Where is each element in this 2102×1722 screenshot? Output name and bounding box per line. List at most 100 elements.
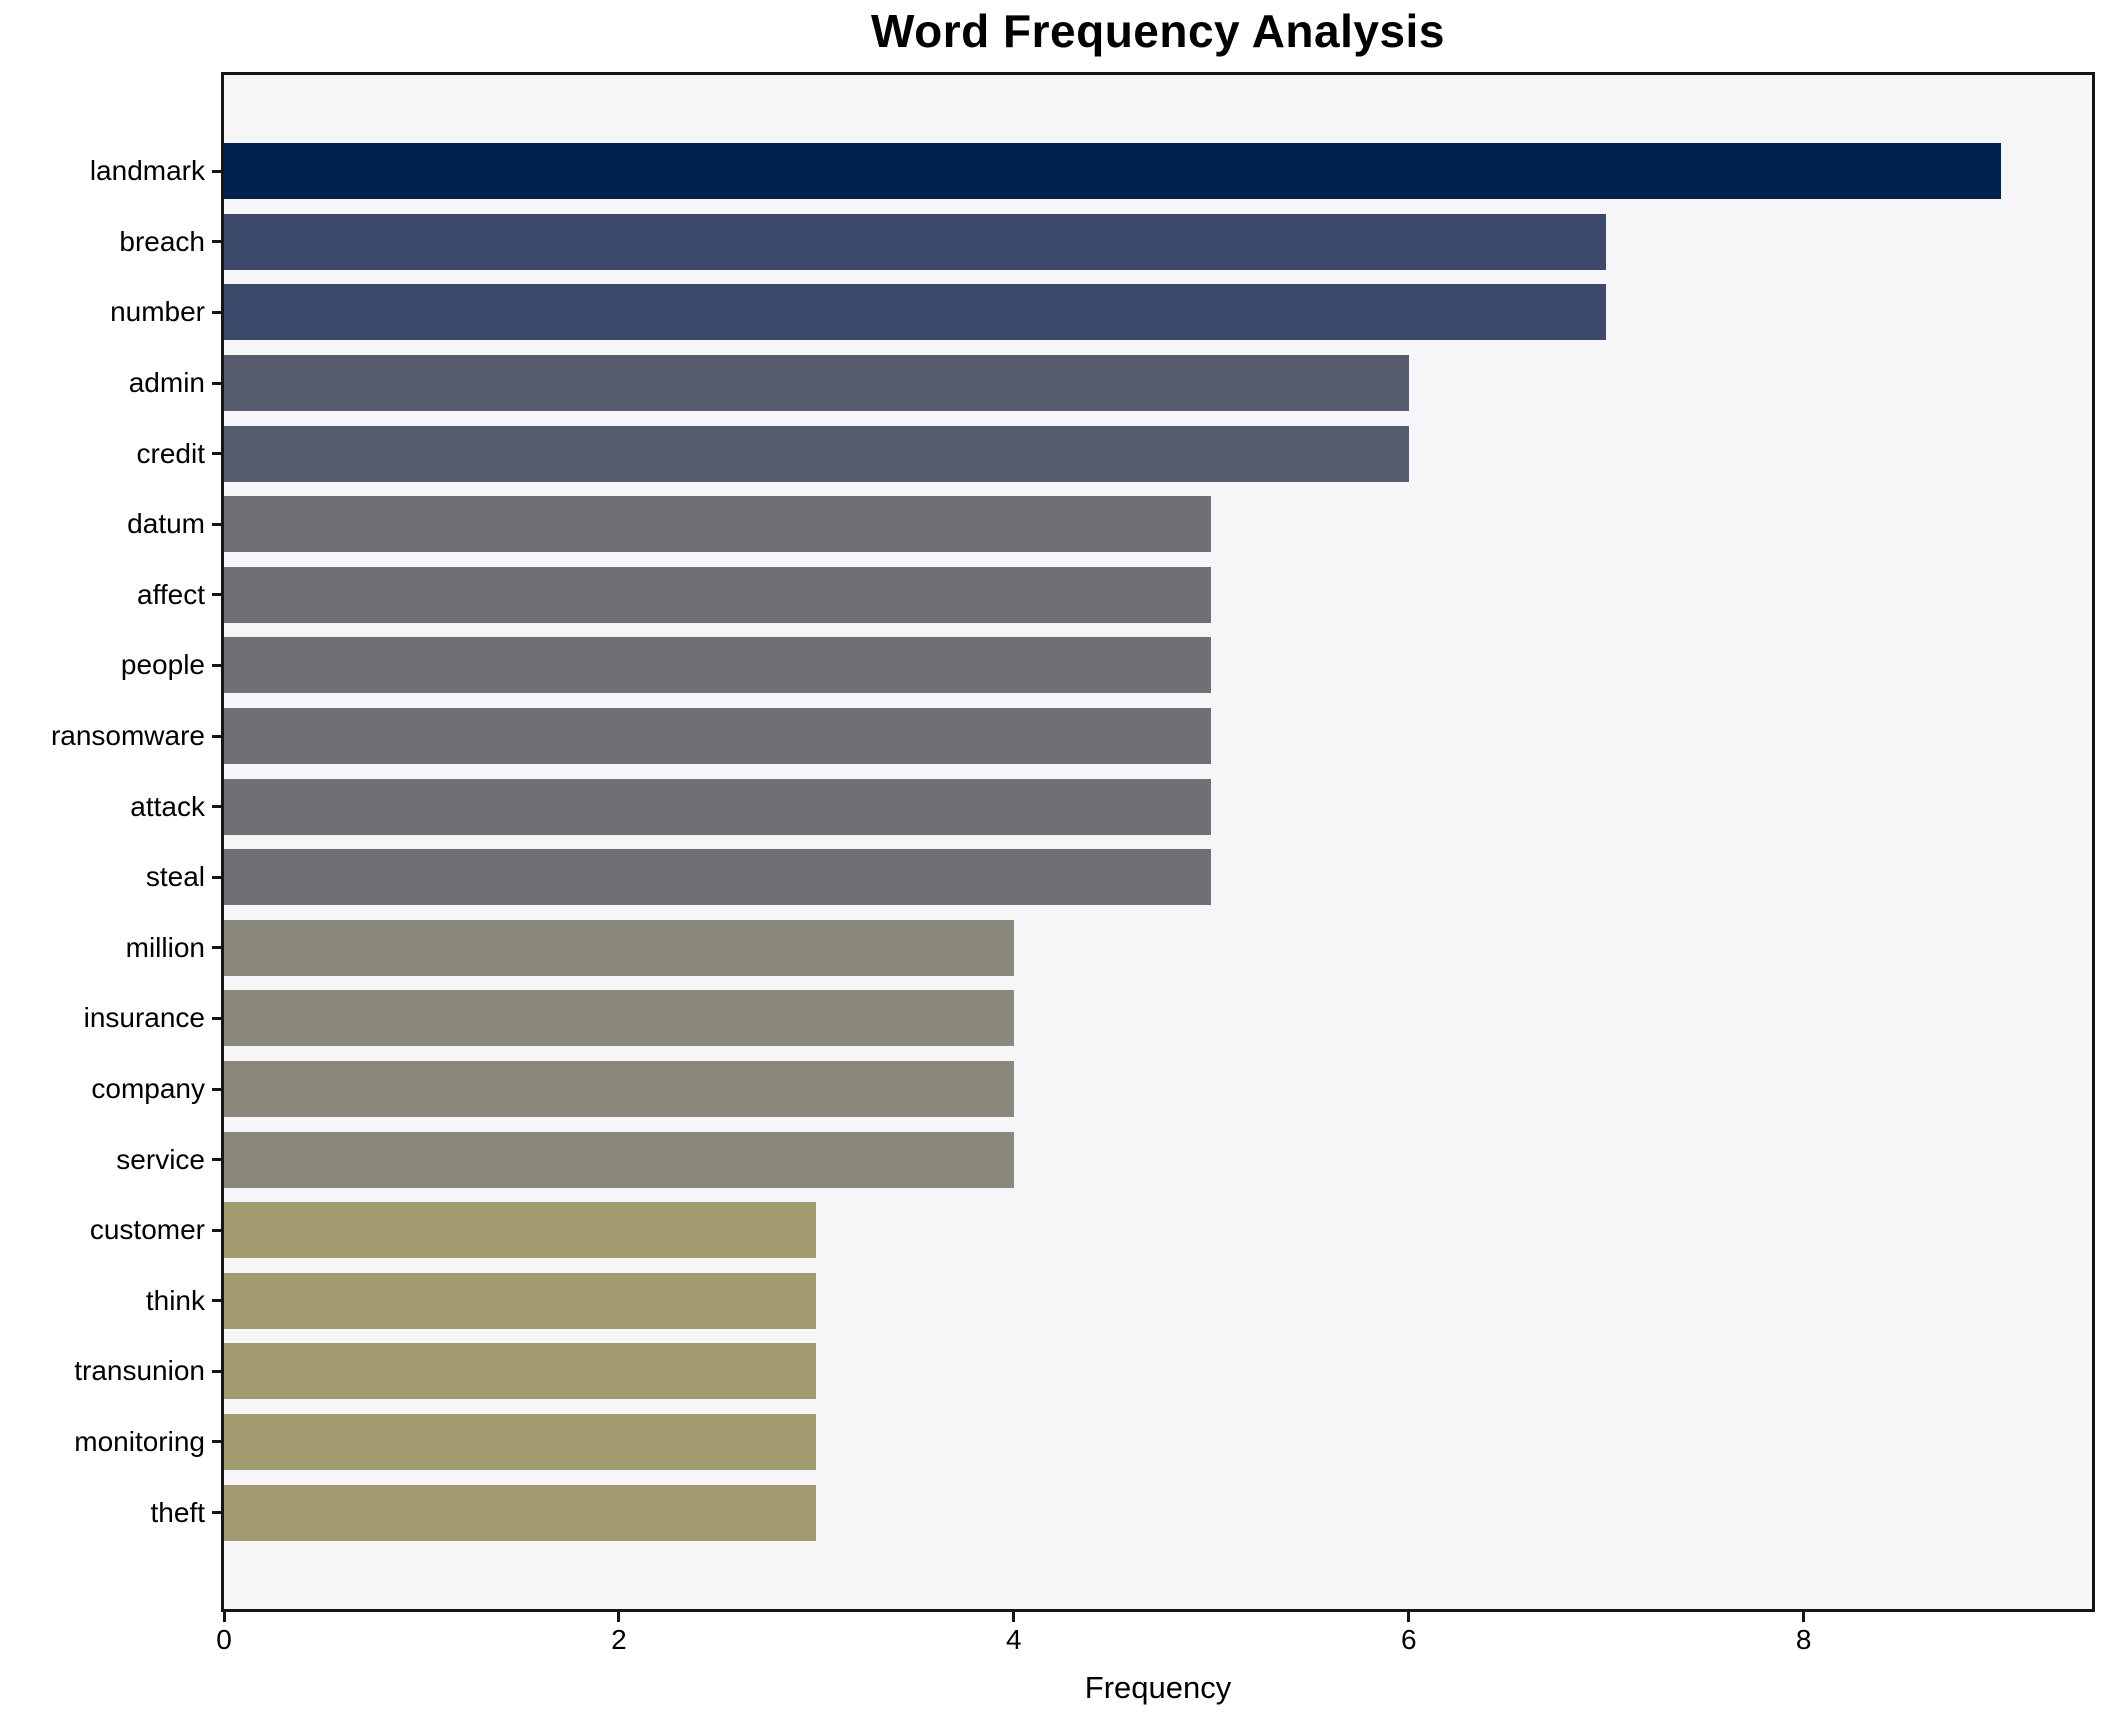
bar-row [224,630,2092,701]
y-tick-label: service [116,1143,205,1175]
bar-transunion [224,1343,817,1400]
y-tick-label: number [110,296,205,328]
y-tick-label: million [125,931,205,963]
bar-insurance [224,990,1014,1047]
y-tick-row: admin [0,348,221,419]
bar-think [224,1272,817,1329]
bar-affect [224,566,1212,623]
y-tick-mark [212,734,221,738]
y-tick-row: theft [0,1477,221,1548]
y-tick-row: affect [0,560,221,631]
y-tick-row: credit [0,418,221,489]
y-tick-row: steal [0,842,221,913]
y-tick-mark [212,946,221,950]
bar-row [224,418,2092,489]
bar-row [224,348,2092,419]
y-tick-mark [212,1087,221,1091]
bar-number [224,284,1607,341]
x-tick-mark [617,1612,621,1622]
bar-company [224,1061,1014,1118]
x-tick-label: 8 [1795,1624,1812,1655]
y-axis-labels: landmark breach number admin credit datum affe… [0,136,221,1548]
x-tick-mark [222,1612,226,1622]
y-tick-row: think [0,1266,221,1337]
y-tick-label: breach [119,225,205,257]
y-tick-label: insurance [83,1002,205,1034]
bar-row [224,913,2092,984]
y-tick-row: service [0,1124,221,1195]
y-tick-row: number [0,277,221,348]
x-tick-mark [1802,1612,1806,1622]
bar-admin [224,355,1409,412]
bar-attack [224,778,1212,835]
bar-row [224,277,2092,348]
y-tick-mark [212,310,221,314]
bar-row [224,207,2092,278]
y-tick-row: datum [0,489,221,560]
y-tick-mark [212,1511,221,1515]
bar-breach [224,213,1607,270]
y-tick-mark [212,593,221,597]
x-tick-label: 4 [1006,1624,1022,1655]
bar-row [224,1124,2092,1195]
bar-ransomware [224,708,1212,765]
bar-row [224,1195,2092,1266]
y-tick-row: breach [0,207,221,278]
y-tick-label: steal [145,861,205,893]
y-tick-mark [212,522,221,526]
bar-datum [224,496,1212,553]
bar-row [224,842,2092,913]
y-tick-row: customer [0,1195,221,1266]
y-tick-mark [212,1228,221,1232]
y-tick-label: theft [150,1496,205,1528]
y-tick-label: people [120,649,205,681]
y-tick-row: company [0,1054,221,1125]
y-tick-label: datum [127,508,205,540]
x-tick-label: 0 [216,1624,232,1655]
bar-row [224,560,2092,631]
bars-container [224,136,2092,1548]
y-tick-row: landmark [0,136,221,207]
bar-row [224,1266,2092,1337]
bar-row [224,701,2092,772]
x-tick-mark [1012,1612,1016,1622]
y-tick-row: transunion [0,1336,221,1407]
y-tick-label: ransomware [50,720,205,752]
y-tick-row: ransomware [0,701,221,772]
bar-customer [224,1202,817,1259]
bar-row [224,1477,2092,1548]
bar-monitoring [224,1413,817,1470]
y-tick-row: attack [0,771,221,842]
y-tick-label: attack [130,790,205,822]
bar-landmark [224,143,2002,200]
y-tick-row: million [0,913,221,984]
y-tick-row: monitoring [0,1407,221,1478]
bar-row [224,1407,2092,1478]
bar-million [224,919,1014,976]
y-tick-mark [212,805,221,809]
y-tick-mark [212,663,221,667]
y-tick-mark [212,1440,221,1444]
y-tick-label: think [145,1284,205,1316]
y-tick-mark [212,875,221,879]
x-axis-title: Frequency [1084,1670,1232,1705]
bar-credit [224,425,1409,482]
y-tick-mark [212,1299,221,1303]
bar-row [224,771,2092,842]
y-tick-mark [212,381,221,385]
y-tick-label: admin [128,367,205,399]
bar-steal [224,849,1212,906]
bar-theft [224,1484,817,1541]
y-tick-row: insurance [0,983,221,1054]
bar-row [224,1054,2092,1125]
y-tick-label: transunion [74,1355,205,1387]
x-tick-mark [1407,1612,1411,1622]
y-tick-mark [212,1369,221,1373]
y-tick-label: monitoring [74,1425,205,1457]
y-tick-label: landmark [89,155,205,187]
y-tick-mark [212,240,221,244]
bar-service [224,1131,1014,1188]
y-tick-mark [212,452,221,456]
bar-people [224,637,1212,694]
x-tick-label: 2 [611,1624,627,1655]
